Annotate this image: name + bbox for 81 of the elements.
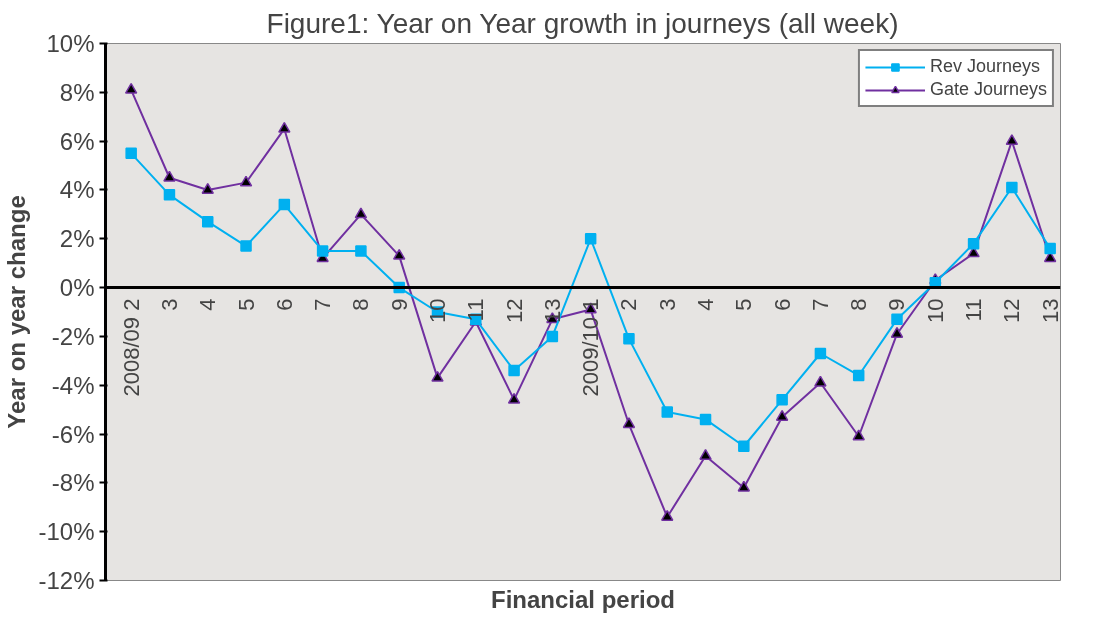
point (775, 409, 789, 421)
point (278, 121, 291, 133)
y-tick-label: -8% (51, 469, 95, 497)
point (546, 330, 559, 343)
x-tick-label: 13 (1037, 298, 1063, 324)
x-tick-label: 12 (501, 298, 527, 324)
x-tick-label: 2009/10 1 (578, 298, 604, 397)
y-tick-label: 2% (59, 225, 95, 253)
x-tick-label: 8 (348, 298, 374, 311)
x-tick-label: 2008/09 2 (118, 298, 144, 397)
legend-label: Gate Journeys (929, 79, 1047, 100)
x-tick-label: 4 (693, 298, 719, 311)
point (278, 198, 291, 211)
point (240, 240, 252, 252)
point (584, 233, 597, 245)
point (737, 480, 751, 492)
point (1005, 134, 1019, 146)
y-tick-label: -4% (51, 371, 95, 399)
point (124, 82, 138, 94)
x-tick-label: 7 (310, 298, 336, 311)
x-tick-label: 11 (463, 298, 489, 322)
x-tick-label: 7 (807, 298, 833, 311)
point (699, 413, 712, 426)
point (623, 333, 635, 345)
point (201, 182, 214, 194)
point (890, 326, 904, 338)
x-axis-title: Financial period (490, 585, 676, 613)
x-tick-label: 12 (999, 298, 1025, 324)
point (316, 245, 329, 257)
point (891, 313, 903, 326)
y-tick-label: 4% (59, 176, 95, 204)
point (163, 170, 176, 182)
point (163, 189, 176, 201)
point (507, 392, 521, 404)
point (738, 440, 750, 452)
point (814, 375, 827, 387)
y-tick-label: 6% (59, 127, 95, 155)
point (239, 175, 253, 187)
x-tick-label: 5 (233, 298, 259, 311)
x-tick-label: 8 (846, 298, 872, 311)
point (622, 417, 636, 429)
point (814, 347, 827, 360)
y-tick-label: 8% (59, 78, 95, 106)
y-tick-label: -6% (51, 420, 95, 448)
legend-label: Rev Journeys (929, 56, 1040, 77)
point (201, 215, 214, 228)
x-tick-label: 9 (884, 298, 910, 311)
point (431, 370, 444, 382)
x-tick-label: 13 (539, 298, 565, 324)
x-tick-label: 2 (616, 298, 642, 311)
point (392, 248, 406, 260)
point (661, 406, 673, 418)
point (125, 147, 137, 160)
point (660, 509, 674, 521)
y-axis-title: Year on year change (3, 195, 31, 429)
point (967, 237, 980, 250)
x-tick-label: 5 (731, 298, 757, 311)
x-tick-label: 3 (156, 298, 182, 311)
chart-title: Figure1: Year on Year growth in journeys (all week) (266, 7, 899, 39)
y-tick-label: -10% (38, 518, 95, 546)
y-tick-label: -12% (38, 567, 95, 594)
x-tick-label: 3 (654, 298, 680, 311)
point (852, 369, 865, 382)
x-tick-label: 6 (769, 298, 795, 311)
y-tick-label: -2% (51, 322, 95, 350)
y-tick-label: 10% (46, 30, 95, 57)
point (1006, 181, 1018, 194)
point (355, 245, 367, 257)
x-tick-label: 11 (961, 298, 987, 322)
y-tick-label: 0% (59, 274, 95, 302)
x-tick-label: 10 (424, 298, 450, 324)
point (776, 394, 788, 406)
point (1044, 242, 1056, 255)
point (354, 207, 368, 219)
point (852, 429, 865, 441)
x-tick-label: 9 (386, 298, 412, 311)
x-tick-label: 6 (271, 298, 297, 311)
x-tick-label: 4 (195, 298, 221, 311)
point (699, 448, 712, 460)
x-tick-label: 10 (922, 298, 948, 324)
point (508, 364, 520, 377)
